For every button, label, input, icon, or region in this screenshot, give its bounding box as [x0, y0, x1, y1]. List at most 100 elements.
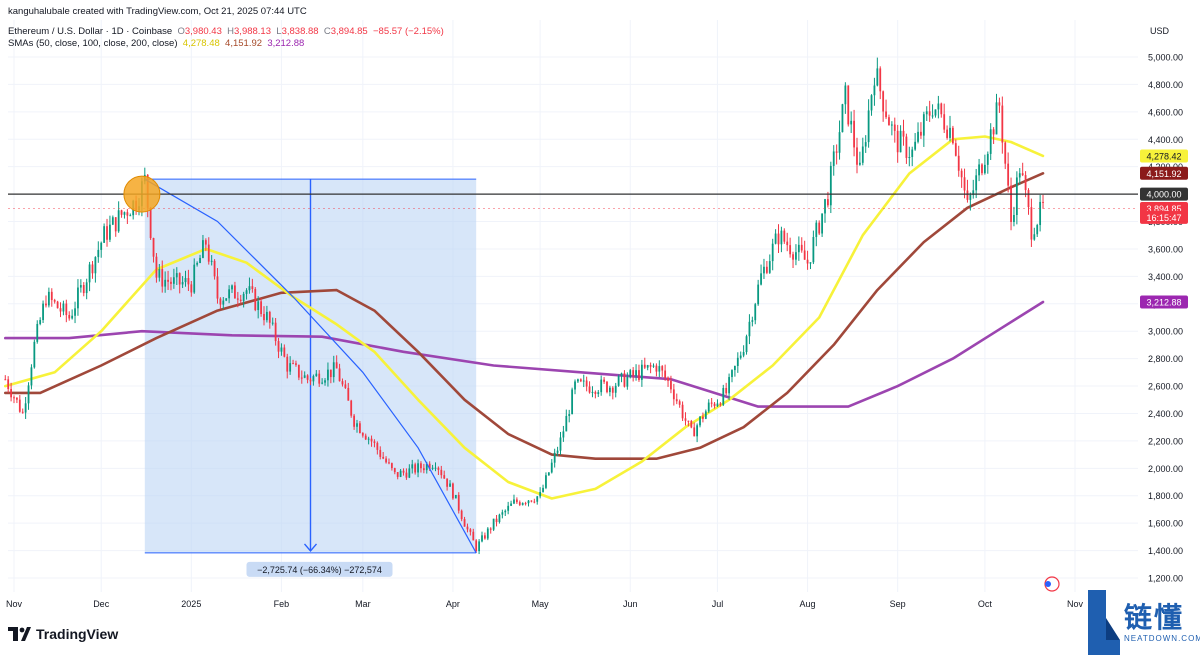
candle-body — [463, 519, 466, 527]
candle-body — [890, 124, 893, 126]
candle-body — [975, 175, 978, 191]
candle-body — [100, 242, 103, 250]
x-tick-label: Feb — [274, 599, 290, 609]
candle-body — [33, 341, 36, 368]
candle-body — [50, 291, 53, 301]
candle-body — [452, 483, 454, 499]
price-label-bg — [1140, 295, 1188, 309]
candle-body — [315, 373, 318, 377]
candle-body — [594, 391, 597, 395]
candle-body — [658, 366, 661, 372]
candle-body — [414, 464, 417, 473]
close-label: C — [323, 26, 331, 37]
candle-body — [484, 535, 486, 539]
candle-body — [53, 300, 56, 302]
candle-body — [981, 164, 983, 174]
candle-body — [114, 217, 117, 232]
candle-body — [265, 311, 268, 321]
candle-body — [1024, 175, 1027, 191]
candle-body — [646, 365, 649, 368]
candle-body — [329, 369, 332, 378]
candle-body — [507, 505, 510, 511]
candle-body — [635, 370, 637, 376]
candle-body — [806, 259, 809, 264]
y-tick-label: 2,000.00 — [1148, 464, 1183, 474]
drawing-overlay: −2,725.74 (−66.34%) −272,574 — [8, 175, 1138, 592]
candle-body — [661, 366, 664, 371]
low-label: L — [276, 26, 282, 37]
event-flag-dot — [1045, 581, 1051, 587]
candle-body — [931, 115, 934, 117]
candle-body — [960, 170, 963, 178]
candle-body — [707, 402, 710, 412]
candle-body — [254, 288, 257, 311]
candle-body — [335, 362, 338, 369]
candle-body — [515, 499, 518, 503]
candle-body — [187, 278, 190, 285]
candle-body — [844, 85, 847, 105]
candle-body — [82, 285, 85, 294]
candle-body — [908, 157, 911, 159]
candle-body — [946, 129, 948, 138]
candle-body — [600, 379, 603, 393]
candle-body — [411, 464, 414, 469]
candle-body — [1015, 177, 1018, 215]
candle-body — [632, 370, 635, 376]
y-tick-label: 2,200.00 — [1148, 436, 1183, 446]
candle-body — [498, 514, 501, 523]
candle-body — [460, 510, 463, 520]
candle-body — [521, 503, 524, 505]
candle-body — [257, 301, 260, 311]
candle-body — [234, 285, 236, 299]
candle-body — [472, 531, 475, 541]
candle-body — [373, 441, 376, 443]
tradingview-logo[interactable]: TradingView — [8, 626, 118, 642]
candle-body — [827, 199, 829, 206]
y-tick-label: 2,600.00 — [1148, 382, 1183, 392]
sma200-line — [4, 300, 1045, 408]
candle-body — [829, 165, 832, 206]
candle-body — [431, 467, 434, 469]
candle-body — [190, 284, 193, 293]
candle-body — [219, 298, 222, 305]
candle-body — [577, 379, 579, 382]
candle-body — [274, 322, 277, 342]
candle-body — [402, 470, 405, 473]
candle-body — [571, 389, 574, 415]
candle-body — [681, 404, 684, 419]
candle-body — [30, 367, 33, 386]
candle-body — [428, 463, 431, 469]
candle-body — [853, 120, 855, 148]
candle-body — [297, 364, 300, 378]
candle-body — [629, 370, 632, 378]
candle-body — [888, 117, 890, 126]
candle-body — [876, 68, 879, 86]
candle-body — [824, 199, 826, 214]
candle-body — [606, 381, 608, 393]
candle-body — [556, 450, 559, 453]
candle-body — [513, 499, 515, 504]
candle-body — [579, 379, 582, 382]
x-tick-label: Jul — [712, 599, 724, 609]
candle-body — [952, 127, 954, 144]
candle-body — [170, 281, 172, 284]
price-label: 3,212.88 — [1146, 298, 1181, 308]
candle-body — [731, 370, 733, 378]
candle-body — [332, 362, 335, 378]
x-tick-label: 2025 — [181, 599, 201, 609]
candle-body — [123, 212, 126, 215]
price-label: 4,151.92 — [1146, 169, 1181, 179]
candle-body — [1018, 173, 1021, 178]
candle-body — [399, 470, 402, 477]
candle-body — [106, 226, 108, 240]
candle-body — [684, 418, 687, 421]
candle-body — [324, 380, 326, 383]
candle-body — [765, 266, 768, 273]
candle-body — [562, 431, 565, 438]
ohlc-legend: Ethereum / U.S. Dollar · 1D · Coinbase O… — [8, 26, 444, 37]
candle-body — [914, 141, 917, 150]
x-tick-label: May — [532, 599, 550, 609]
candle-body — [957, 155, 960, 171]
candle-body — [327, 369, 329, 381]
